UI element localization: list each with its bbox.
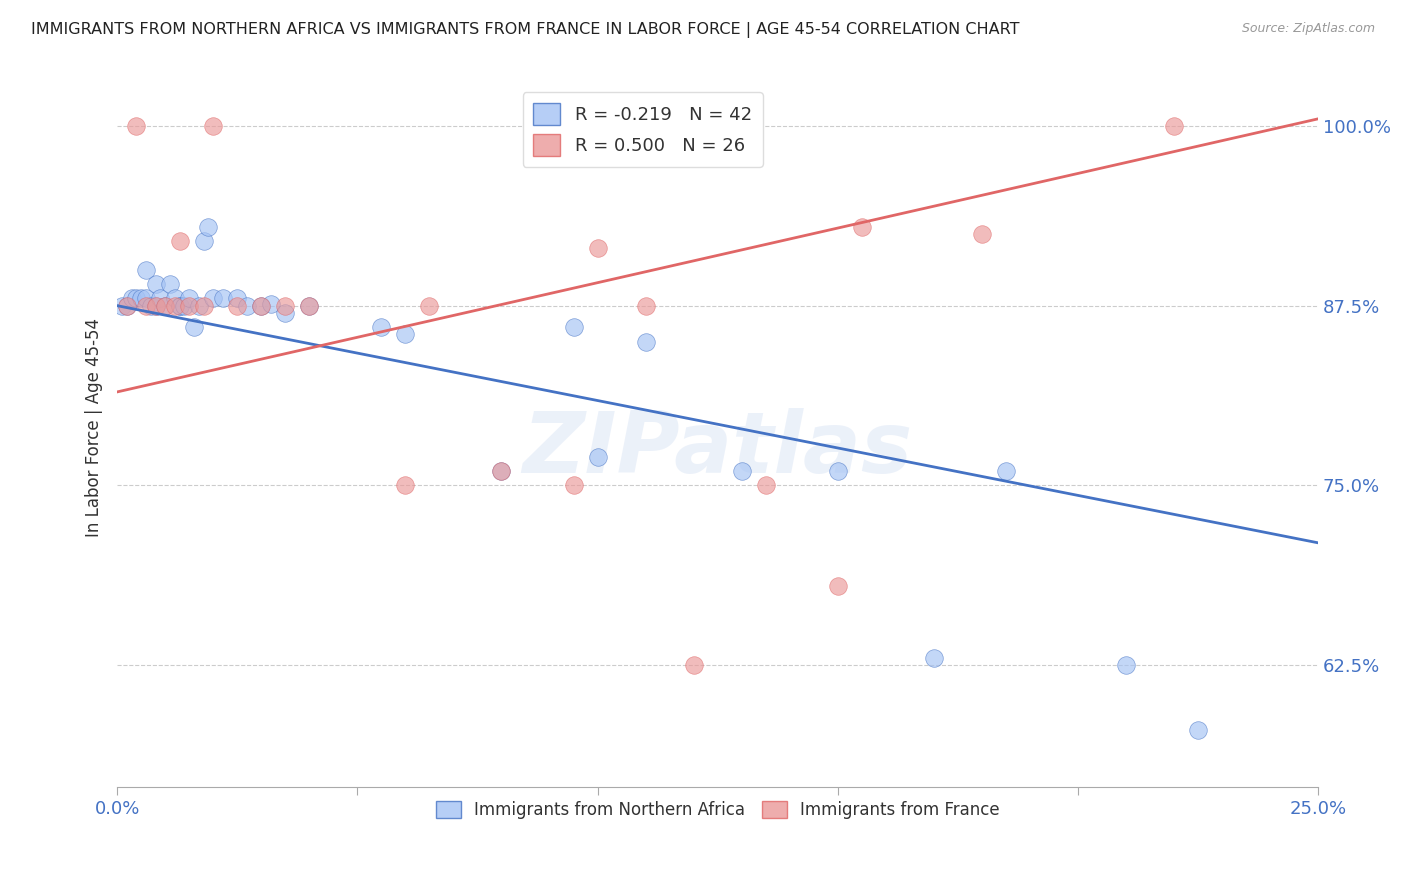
Point — [115, 299, 138, 313]
Point — [111, 299, 134, 313]
Point — [298, 299, 321, 313]
Point — [179, 299, 201, 313]
Point — [159, 277, 181, 292]
Point — [274, 299, 297, 313]
Point — [212, 292, 235, 306]
Point — [169, 234, 191, 248]
Point — [193, 234, 215, 248]
Point — [163, 292, 186, 306]
Point — [827, 464, 849, 478]
Point — [135, 292, 157, 306]
Text: ZIPatlas: ZIPatlas — [523, 408, 912, 491]
Point — [145, 299, 167, 313]
Point — [634, 334, 657, 349]
Point — [250, 299, 273, 313]
Point — [169, 299, 191, 313]
Point — [155, 299, 177, 313]
Point — [394, 327, 416, 342]
Y-axis label: In Labor Force | Age 45-54: In Labor Force | Age 45-54 — [86, 318, 103, 537]
Point — [755, 478, 778, 492]
Point — [970, 227, 993, 241]
Point — [202, 292, 225, 306]
Point — [173, 299, 195, 313]
Point — [274, 306, 297, 320]
Point — [586, 450, 609, 464]
Point — [851, 219, 873, 234]
Point — [682, 658, 704, 673]
Point — [827, 579, 849, 593]
Point — [149, 292, 172, 306]
Point — [121, 292, 143, 306]
Point — [183, 320, 205, 334]
Point — [1187, 723, 1209, 737]
Point — [586, 241, 609, 255]
Point — [155, 299, 177, 313]
Point — [129, 292, 152, 306]
Point — [562, 320, 585, 334]
Point — [562, 478, 585, 492]
Point — [370, 320, 392, 334]
Point — [197, 219, 219, 234]
Point — [236, 299, 259, 313]
Point — [1115, 658, 1137, 673]
Point — [135, 262, 157, 277]
Point — [145, 277, 167, 292]
Point — [1163, 119, 1185, 133]
Point — [418, 299, 440, 313]
Point — [169, 299, 191, 313]
Point — [139, 299, 162, 313]
Point — [135, 299, 157, 313]
Point — [491, 464, 513, 478]
Point — [125, 292, 148, 306]
Point — [202, 119, 225, 133]
Point — [187, 299, 209, 313]
Point — [260, 297, 283, 311]
Point — [731, 464, 754, 478]
Point — [125, 119, 148, 133]
Point — [394, 478, 416, 492]
Point — [634, 299, 657, 313]
Legend: Immigrants from Northern Africa, Immigrants from France: Immigrants from Northern Africa, Immigra… — [429, 794, 1007, 826]
Point — [163, 299, 186, 313]
Point — [922, 650, 945, 665]
Point — [115, 299, 138, 313]
Point — [298, 299, 321, 313]
Text: Source: ZipAtlas.com: Source: ZipAtlas.com — [1241, 22, 1375, 36]
Point — [226, 299, 249, 313]
Point — [145, 299, 167, 313]
Point — [491, 464, 513, 478]
Point — [250, 299, 273, 313]
Point — [179, 292, 201, 306]
Point — [994, 464, 1017, 478]
Text: IMMIGRANTS FROM NORTHERN AFRICA VS IMMIGRANTS FROM FRANCE IN LABOR FORCE | AGE 4: IMMIGRANTS FROM NORTHERN AFRICA VS IMMIG… — [31, 22, 1019, 38]
Point — [193, 299, 215, 313]
Point — [226, 292, 249, 306]
